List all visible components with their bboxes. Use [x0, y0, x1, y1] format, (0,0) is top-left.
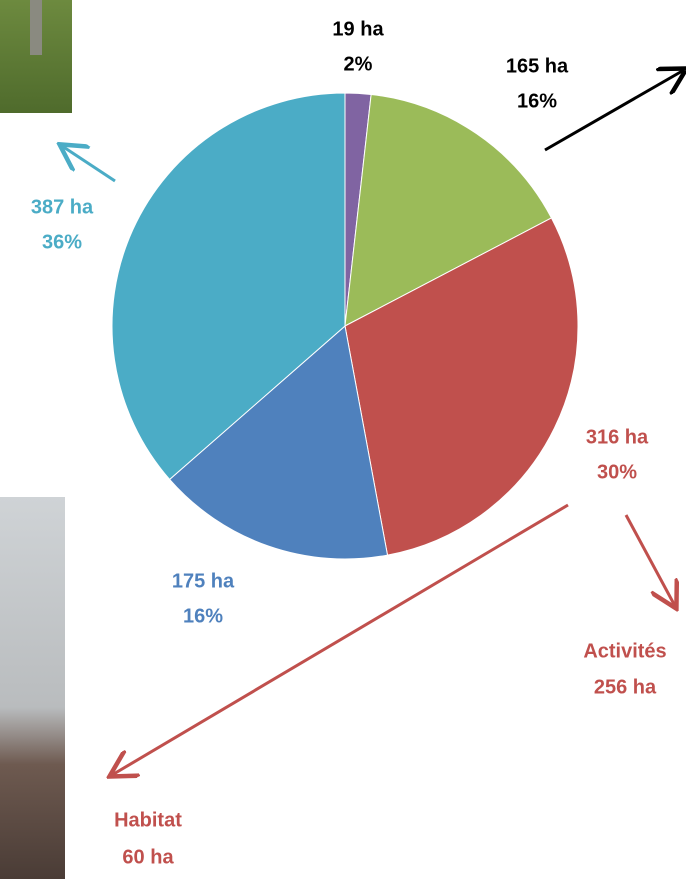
value-label: 19 ha	[332, 18, 384, 40]
annotation-value: 60 ha	[122, 846, 174, 868]
percentage-label: 16%	[517, 90, 557, 112]
arrow	[544, 70, 684, 152]
pie-slice	[168, 325, 389, 560]
percentage-label: 2%	[344, 53, 373, 75]
pie-slice	[344, 217, 579, 556]
arrow	[62, 146, 116, 183]
value-label: 175 ha	[172, 570, 235, 592]
arrow	[624, 514, 675, 606]
photo-tree	[30, 0, 42, 55]
arrow	[112, 503, 569, 775]
photo-street	[0, 497, 65, 879]
value-label: 165 ha	[506, 55, 569, 77]
percentage-label: 30%	[597, 461, 637, 483]
value-label: 387 ha	[31, 196, 94, 218]
annotation-value: 256 ha	[594, 676, 657, 698]
value-label: 316 ha	[586, 426, 649, 448]
percentage-label: 36%	[42, 231, 82, 253]
percentage-label: 16%	[183, 605, 223, 627]
pie-slice	[344, 93, 553, 327]
pie-slice	[111, 92, 346, 481]
annotation-label: Habitat	[114, 809, 182, 831]
annotation-label: Activités	[583, 640, 666, 662]
